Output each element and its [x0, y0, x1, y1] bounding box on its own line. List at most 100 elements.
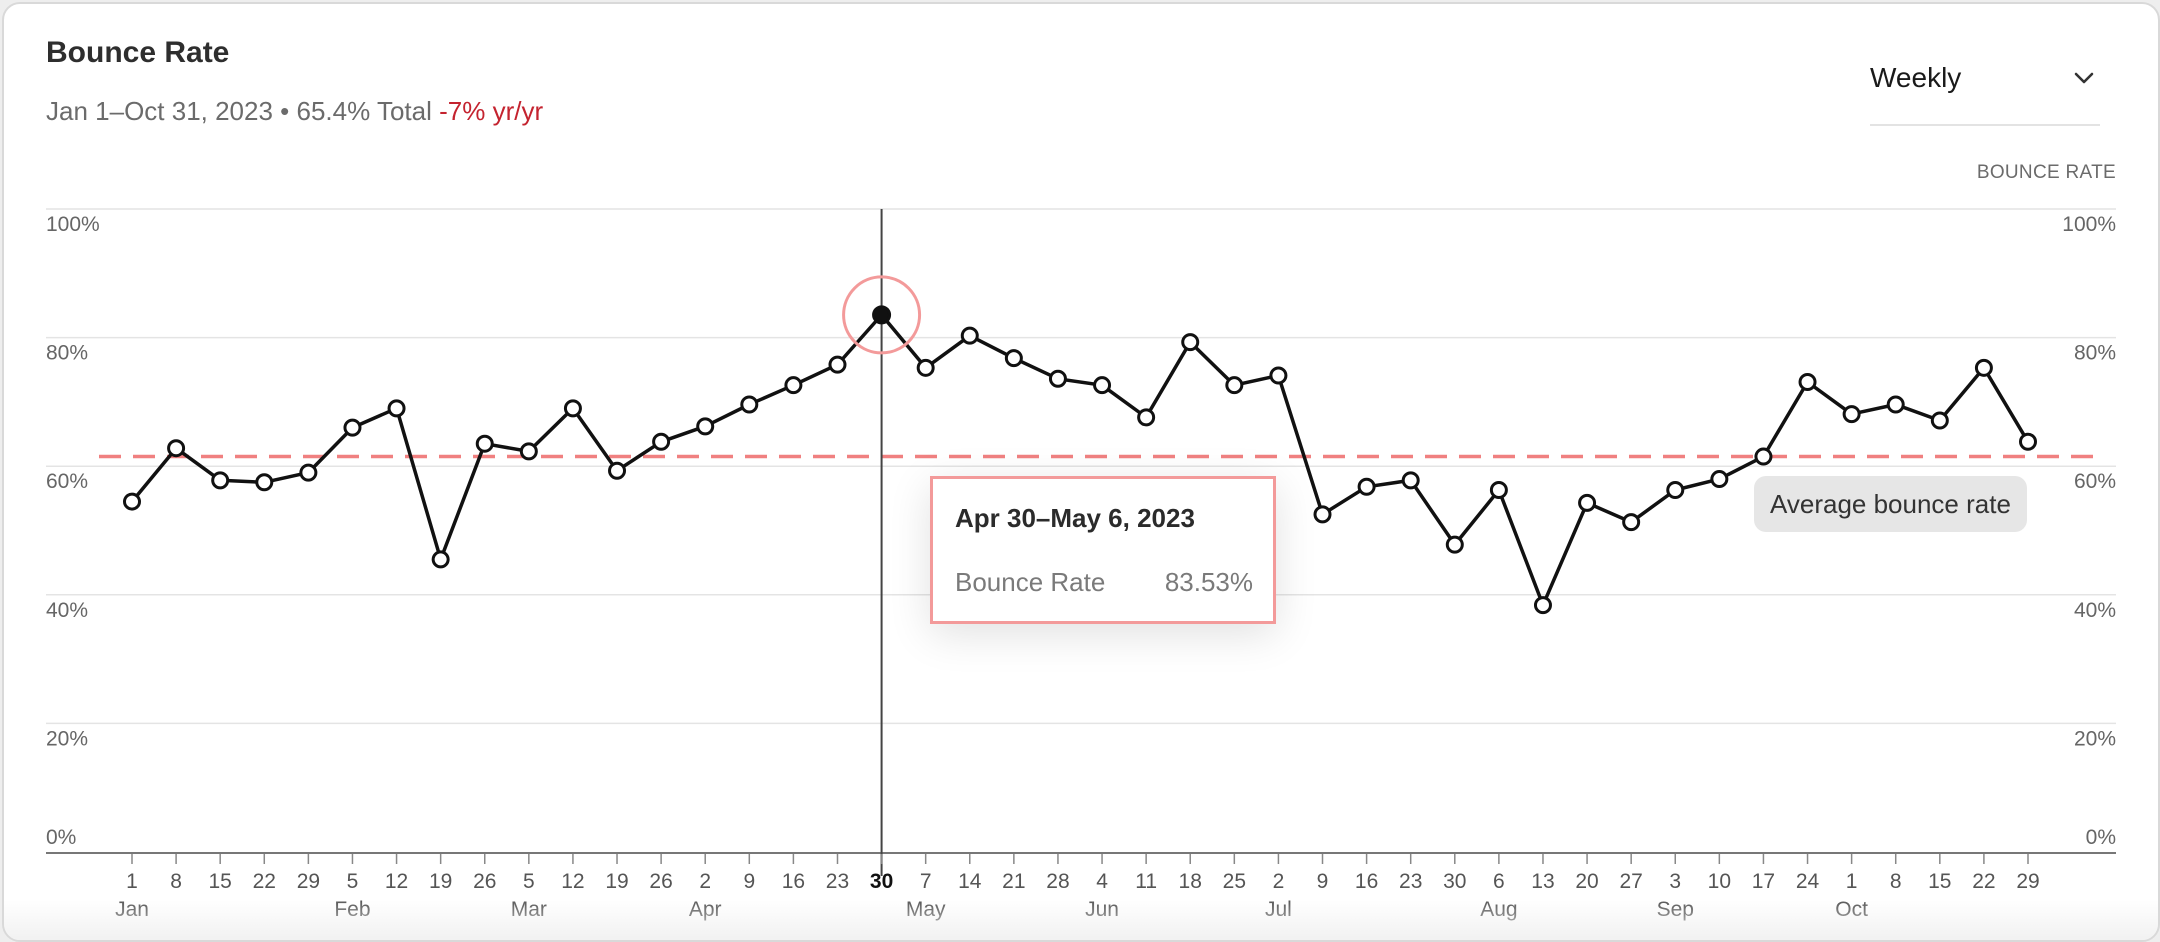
- y-tick-label-right: 60%: [2074, 470, 2116, 493]
- hover-tooltip: Apr 30–May 6, 2023 Bounce Rate 83.53%: [930, 476, 1276, 624]
- data-point: [1489, 480, 1508, 499]
- x-tick-label: 22: [253, 870, 276, 893]
- period-select[interactable]: Weekly: [1870, 56, 2100, 126]
- x-tick-label: 23: [1399, 870, 1422, 893]
- data-point: [696, 417, 715, 436]
- data-point: [563, 399, 582, 418]
- y-tick-label-left: 100%: [46, 213, 100, 236]
- data-point: [1710, 470, 1729, 489]
- data-point: [1578, 493, 1597, 512]
- x-tick-label: 17: [1752, 870, 1775, 893]
- x-tick-label: 5: [347, 870, 359, 893]
- x-tick-label: 19: [429, 870, 452, 893]
- data-point: [828, 355, 847, 374]
- x-tick-label: 23: [826, 870, 849, 893]
- x-tick-label: 20: [1575, 870, 1598, 893]
- data-point: [1137, 408, 1156, 427]
- bottom-fade: [4, 900, 2158, 940]
- data-point: [1357, 477, 1376, 496]
- data-point: [1622, 513, 1641, 532]
- data-point: [1974, 358, 1993, 377]
- chevron-down-icon: [2074, 72, 2094, 84]
- x-tick-label: 7: [920, 870, 932, 893]
- x-tick-label: 27: [1619, 870, 1642, 893]
- x-tick-label: 1: [1846, 870, 1858, 893]
- data-point: [387, 399, 406, 418]
- data-point: [167, 439, 186, 458]
- data-point: [123, 492, 141, 511]
- x-tick-label: 8: [170, 870, 182, 893]
- x-tick-label: 5: [523, 870, 535, 893]
- x-tick-label: 15: [1928, 870, 1951, 893]
- y-tick-label-right: 40%: [2074, 599, 2116, 622]
- x-tick-label: 12: [385, 870, 408, 893]
- data-point: [1181, 333, 1200, 352]
- data-point: [2019, 432, 2037, 451]
- x-tick-label: 3: [1669, 870, 1681, 893]
- data-point: [1533, 596, 1552, 615]
- x-tick-label: 30: [1443, 870, 1466, 893]
- data-point: [1269, 366, 1288, 385]
- y-tick-label-right: 0%: [2086, 826, 2116, 849]
- x-tick-label: 26: [473, 870, 496, 893]
- x-tick-label: 18: [1179, 870, 1202, 893]
- x-tick-label: 14: [958, 870, 982, 893]
- line-chart[interactable]: 0% 0%20% 20%40% 40%60% 60%80% 80%100% 100%1 8 15…: [4, 4, 2158, 940]
- data-point: [784, 376, 803, 395]
- x-tick-label: 11: [1135, 870, 1157, 893]
- chart-title: Bounce Rate: [46, 36, 230, 69]
- data-point: [1842, 405, 1861, 424]
- y-tick-label-right: 100%: [2062, 213, 2116, 236]
- y-tick-label-left: 20%: [46, 727, 88, 750]
- tooltip-value: 83.53%: [1164, 567, 1253, 597]
- data-point: [1798, 372, 1817, 391]
- x-tick-label: 21: [1002, 870, 1025, 893]
- y-tick-label-left: 80%: [46, 342, 88, 365]
- x-tick-label: 1: [126, 870, 138, 893]
- x-tick-label: 16: [1355, 870, 1378, 893]
- x-tick-label: 26: [649, 870, 672, 893]
- tooltip-title: Apr 30–May 6, 2023: [955, 503, 1195, 533]
- data-point: [299, 463, 318, 482]
- tooltip-label: Bounce Rate: [955, 567, 1106, 597]
- y-tick-label-right: 80%: [2074, 342, 2116, 365]
- chart-subtitle: Jan 1–Oct 31, 2023 • 65.4% Total -7% yr/…: [46, 96, 543, 127]
- x-tick-label: 29: [297, 870, 320, 893]
- data-point: [431, 550, 450, 569]
- x-tick-label: 8: [1890, 870, 1902, 893]
- data-point: [1313, 505, 1332, 524]
- x-tick-label: 22: [1972, 870, 1995, 893]
- data-point: [1754, 447, 1773, 466]
- x-tick-label: 9: [1317, 870, 1329, 893]
- data-point: [1401, 471, 1420, 490]
- subtitle-summary: Jan 1–Oct 31, 2023 • 65.4% Total: [46, 96, 440, 126]
- x-tick-label: 28: [1046, 870, 1069, 893]
- data-point: [475, 434, 494, 453]
- data-point: [1445, 535, 1464, 554]
- x-tick-label: 30: [870, 870, 893, 893]
- x-tick-label: 6: [1493, 870, 1505, 893]
- data-point: [211, 471, 230, 490]
- data-point: [652, 432, 671, 451]
- x-tick-label: 2: [699, 870, 711, 893]
- yoy-change: -7% yr/yr: [439, 96, 544, 126]
- data-point: [343, 418, 362, 437]
- data-point: [1048, 369, 1067, 388]
- y-tick-label-right: 20%: [2074, 727, 2116, 750]
- x-tick-label: 12: [561, 870, 584, 893]
- x-tick-label: 29: [2016, 870, 2039, 893]
- data-point: [1225, 376, 1244, 395]
- y-tick-label-left: 60%: [46, 470, 88, 493]
- x-tick-label: 15: [209, 870, 232, 893]
- x-tick-label: 25: [1223, 870, 1246, 893]
- data-point: [1666, 480, 1685, 499]
- data-point: [1093, 376, 1112, 395]
- x-tick-label: 16: [782, 870, 805, 893]
- data-point: [1004, 349, 1023, 368]
- x-tick-label: 2: [1273, 870, 1285, 893]
- data-point: [960, 326, 979, 345]
- y-tick-label-left: 0%: [46, 826, 76, 849]
- data-point: [1886, 395, 1905, 414]
- data-point: [1930, 411, 1949, 430]
